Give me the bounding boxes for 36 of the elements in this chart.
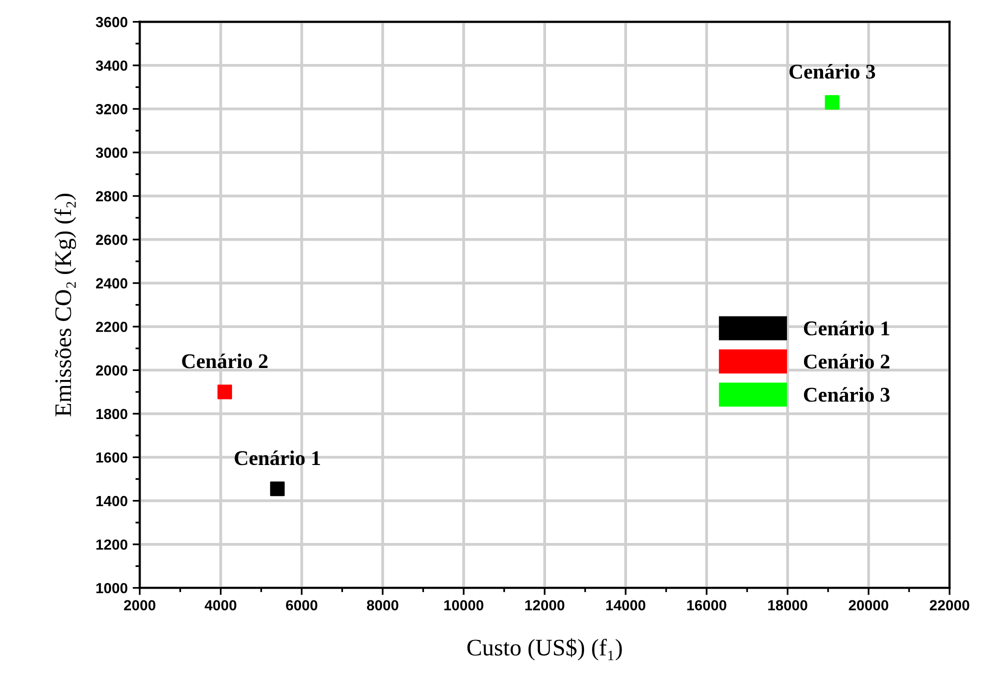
x-tick-label: 10000 xyxy=(444,600,484,610)
point xyxy=(217,384,232,400)
y-tick-label: 2000 xyxy=(96,365,128,376)
x-tick-label: 2000 xyxy=(124,600,156,610)
y-tick-label: 1800 xyxy=(96,408,128,420)
y-tick-label: 1000 xyxy=(96,582,128,594)
y-tick-label: 1600 xyxy=(96,452,128,463)
y-tick-label: 2600 xyxy=(96,234,128,245)
y-axis-title: Emissões CO₂ (Kg) (f₂) xyxy=(54,194,76,416)
x-tick-label: 16000 xyxy=(687,600,726,610)
annotation: Cenário 2 xyxy=(182,354,268,368)
legend-label: Cenário 2 xyxy=(804,354,890,369)
point xyxy=(824,95,840,110)
x-tick-label: 14000 xyxy=(606,600,646,610)
y-tick-label: 1200 xyxy=(96,539,128,550)
x-tick-label: 4000 xyxy=(204,600,236,610)
x-tick-label: 18000 xyxy=(768,600,808,610)
x-tick-label: 8000 xyxy=(366,600,398,610)
x-tick-label: 22000 xyxy=(930,600,970,610)
annotation: Cenário 1 xyxy=(234,450,320,466)
y-tick-label: 3000 xyxy=(96,148,128,158)
point xyxy=(270,482,285,496)
annotation: Cenário 3 xyxy=(789,64,876,79)
x-tick-label: 6000 xyxy=(286,600,318,610)
legend-label: Cenário 1 xyxy=(804,320,890,336)
legend-label: Cenário 3 xyxy=(804,387,890,402)
y-tick-label: 3600 xyxy=(96,16,128,28)
x-tick-label: 12000 xyxy=(525,600,564,610)
y-tick-label: 2400 xyxy=(96,278,128,289)
y-tick-label: 3200 xyxy=(96,104,128,114)
x-axis-title: Custo (US$) (f₁) xyxy=(467,638,622,660)
y-tick-label: 2200 xyxy=(96,322,128,332)
y-tick-label: 2800 xyxy=(96,191,128,202)
y-tick-label: 1400 xyxy=(96,496,128,506)
y-tick-label: 3400 xyxy=(96,60,128,71)
x-tick-label: 20000 xyxy=(848,600,888,610)
